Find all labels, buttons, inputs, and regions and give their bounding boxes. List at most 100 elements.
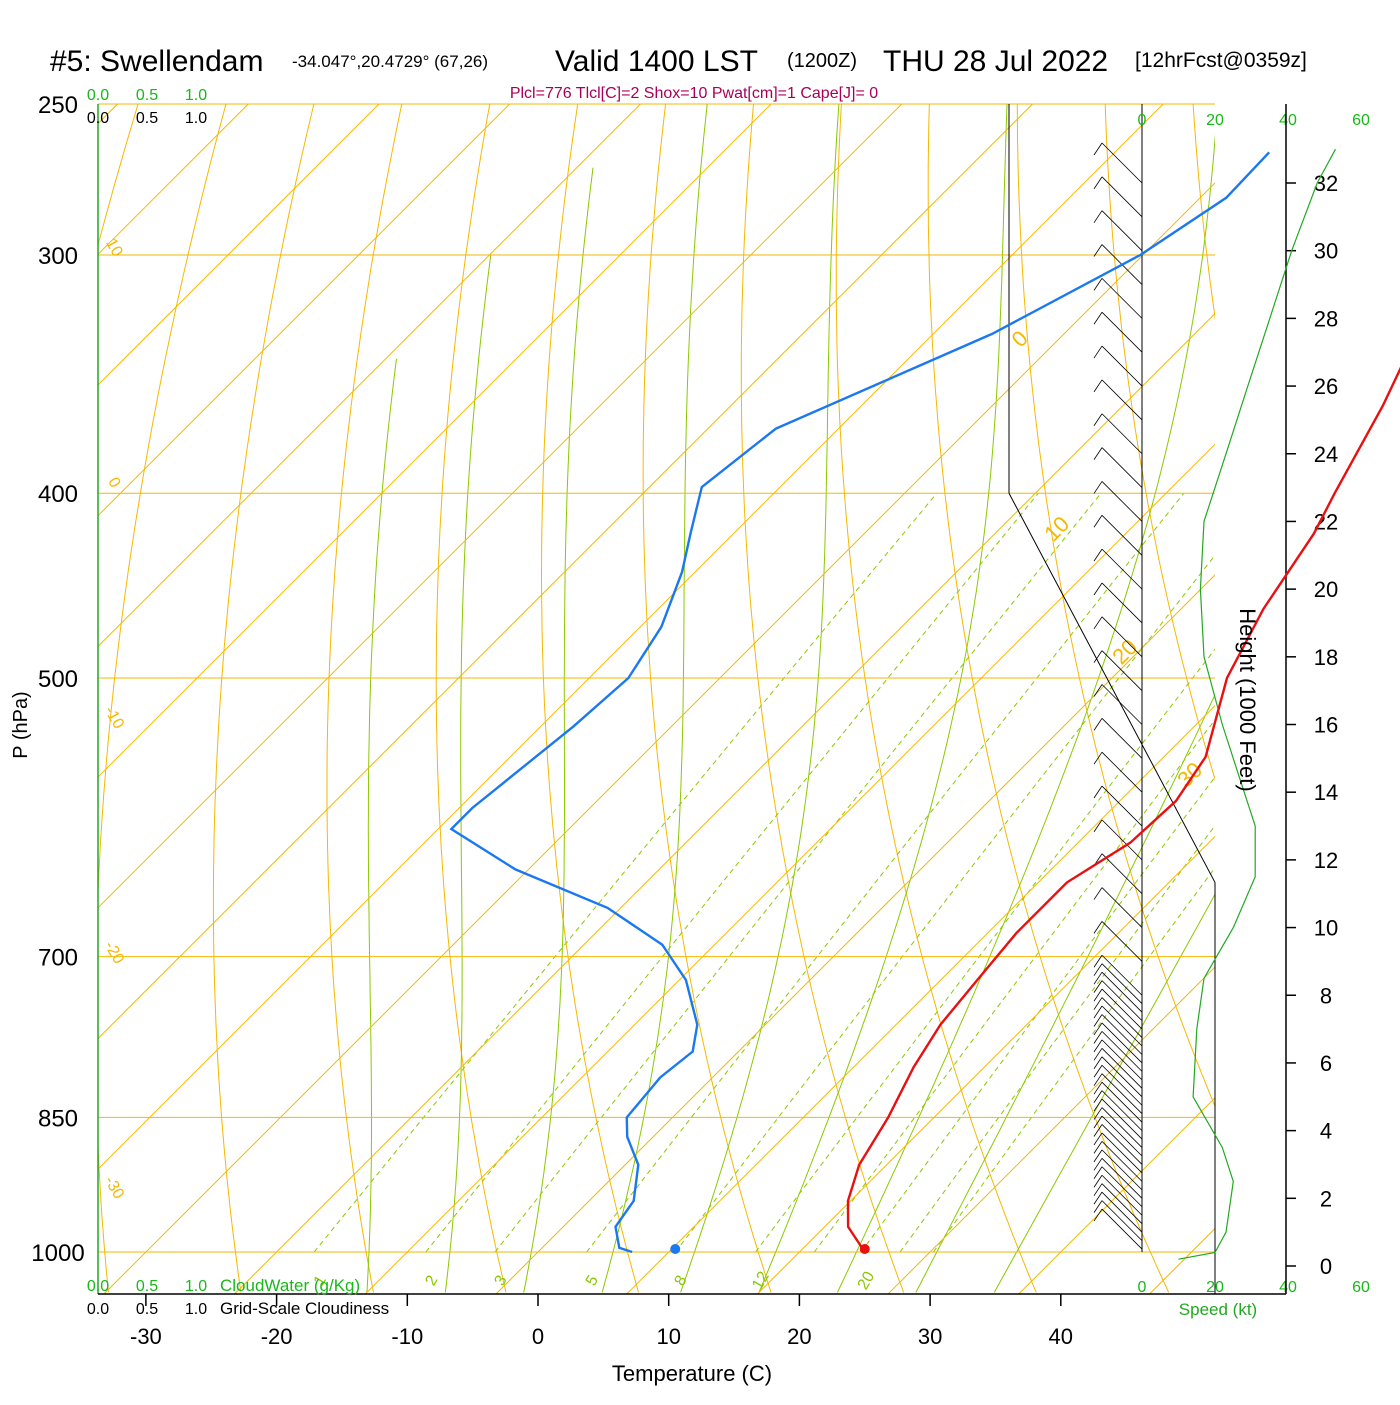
wind-barb-feather <box>1094 143 1102 155</box>
pressure-tick-label: 250 <box>38 92 78 119</box>
isotherm <box>496 104 1400 1294</box>
speed-tick-bottom: 20 <box>1206 1279 1224 1296</box>
moist-adiabat <box>837 104 1217 1292</box>
moist-adiabat <box>445 255 491 1292</box>
mixing-ratio-line <box>814 493 1388 1252</box>
mixing-ratio-label: 20 <box>855 1269 879 1293</box>
height-tick-label: 18 <box>1314 645 1338 670</box>
speed-tick-top: 60 <box>1352 112 1370 129</box>
valid-date: THU 28 Jul 2022 <box>883 45 1108 78</box>
wind-barb-staff <box>1102 380 1142 420</box>
cloudwater-scale-top: 1.0 <box>185 87 207 104</box>
isotherm-label-right: 0 <box>1007 326 1033 352</box>
station-coords: -34.047°,20.4729° (67,26) <box>292 52 488 71</box>
wind-barb-staff <box>1102 1209 1142 1249</box>
mixing-ratio-label: 3 <box>491 1273 510 1289</box>
height-tick-label: 28 <box>1314 306 1338 331</box>
temperature-tick-label: -10 <box>391 1324 423 1349</box>
cloudwater-scale-top: 0.5 <box>136 87 158 104</box>
wind-barb-staff <box>1102 1133 1142 1173</box>
valid-time: Valid 1400 LST <box>555 45 758 78</box>
height-tick-label: 4 <box>1320 1119 1332 1144</box>
wind-barb-feather <box>1094 414 1102 426</box>
cloudiness-scale-top: 1.0 <box>185 110 207 127</box>
wind-barb-staff <box>1102 1150 1142 1190</box>
temperature-tick-label: 20 <box>787 1324 811 1349</box>
wind-barb-staff <box>1102 1091 1142 1131</box>
dry-adiabat <box>436 70 506 1292</box>
wind-barb-staff <box>1102 1082 1142 1122</box>
wind-barb-staff <box>1102 972 1142 1012</box>
speed-tick-top: 40 <box>1279 112 1297 129</box>
height-tick-label: 14 <box>1314 780 1338 805</box>
wind-barb-staff <box>1102 515 1142 555</box>
wind-barb-staff <box>1102 549 1142 589</box>
mixing-ratio-line <box>675 493 1263 1252</box>
wind-barb-feather <box>1094 346 1102 358</box>
wind-barb-feather <box>1094 786 1102 798</box>
height-tick-label: 6 <box>1320 1051 1332 1076</box>
height-tick-label: 2 <box>1320 1186 1332 1211</box>
cloudiness-scale-top: 0.0 <box>87 110 109 127</box>
pressure-tick-label: 500 <box>38 666 78 693</box>
wind-barb-feather <box>1094 617 1102 629</box>
mixing-ratio-label: 12 <box>749 1269 773 1293</box>
speed-tick-bottom: 40 <box>1279 1279 1297 1296</box>
wind-barb-staff <box>1102 1074 1142 1114</box>
pressure-tick-label: 1000 <box>31 1240 84 1267</box>
isotherm <box>0 104 771 1294</box>
wind-barb-staff <box>1102 1158 1142 1198</box>
height-tick-label: 20 <box>1314 577 1338 602</box>
wind-barb-staff <box>1102 752 1142 792</box>
height-axis-label: Height (1000 Feet) <box>1235 608 1260 791</box>
dry-adiabat <box>836 70 1036 1292</box>
mixing-ratio-label: 8 <box>671 1273 690 1289</box>
cloudwater-scale-top: 0.0 <box>87 87 109 104</box>
x-axis-label: Temperature (C) <box>612 1361 772 1386</box>
isotherm <box>1019 104 1400 1294</box>
isotherm <box>1280 104 1400 1294</box>
isotherm-label: 10 <box>102 236 126 260</box>
wind-barb-staff <box>1102 888 1142 928</box>
mixing-ratio-line <box>314 493 937 1252</box>
wind-barb-staff <box>1102 989 1142 1029</box>
wind-barb-staff <box>1102 1175 1142 1215</box>
height-tick-label: 16 <box>1314 713 1338 738</box>
mixing-ratio-line <box>426 493 1039 1252</box>
forecast-info: [12hrFcst@0359z] <box>1135 49 1307 72</box>
cloudwater-label: CloudWater (g/Kg) <box>220 1276 360 1295</box>
dry-adiabat <box>741 70 903 1292</box>
wind-barb-staff <box>1102 1048 1142 1088</box>
height-tick-label: 10 <box>1314 916 1338 941</box>
wind-barb-staff <box>1102 1014 1142 1054</box>
wind-barb-feather <box>1094 481 1102 493</box>
height-tick-label: 8 <box>1320 983 1332 1008</box>
mixing-ratio-label: 2 <box>422 1273 441 1289</box>
wind-barb-staff <box>1102 1099 1142 1139</box>
wind-barb-staff <box>1102 448 1142 488</box>
wind-barb-staff <box>1102 1006 1142 1046</box>
temperature-tick-label: 0 <box>532 1324 544 1349</box>
cloudiness-scale-bottom: 1.0 <box>185 1301 207 1318</box>
wind-barb-staff <box>1102 786 1142 826</box>
isotherm <box>888 104 1400 1294</box>
dry-adiabat <box>1191 70 1400 1292</box>
wind-panel-edge-diagonal <box>1009 493 1215 882</box>
wind-barb-staff <box>1102 211 1142 251</box>
wind-barb-staff <box>1102 1108 1142 1148</box>
speed-axis-label: Speed (kt) <box>1179 1300 1257 1319</box>
wind-barb-staff <box>1102 1201 1142 1241</box>
wind-barb-staff <box>1102 278 1142 318</box>
wind-barb-staff <box>1102 685 1142 725</box>
cloudiness-scale-top: 0.5 <box>136 110 158 127</box>
dry-adiabat <box>327 70 409 1292</box>
wind-barb-staff <box>1102 346 1142 386</box>
isotherm-label: -20 <box>101 938 127 967</box>
mixing-ratio-line <box>495 493 1101 1252</box>
wind-barb-feather <box>1094 448 1102 460</box>
wind-barb-staff <box>1102 1167 1142 1207</box>
station-title: #5: Swellendam <box>50 45 263 78</box>
isotherm <box>0 104 1163 1294</box>
wind-barb-feather <box>1094 888 1102 900</box>
